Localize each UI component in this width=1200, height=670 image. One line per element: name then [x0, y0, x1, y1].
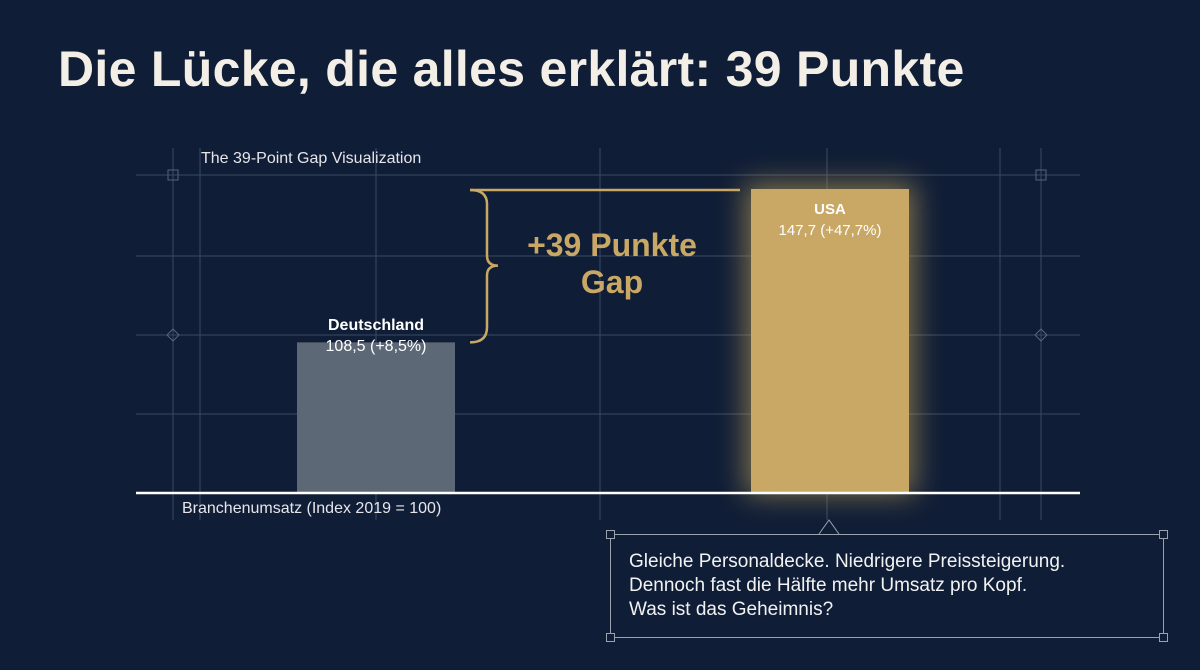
bar-category-label: Deutschland: [327, 317, 424, 334]
callout-corner: [606, 530, 615, 539]
grid-marker: [1035, 169, 1047, 181]
grid-marker: [167, 169, 179, 181]
bar-value-label: 108,5 (+8,5%): [325, 338, 427, 355]
bar-usa: [751, 189, 909, 493]
grid-marker: [1034, 328, 1048, 342]
gap-annotation: +39 Punkte Gap: [497, 227, 727, 301]
gap-bracket: [469, 188, 499, 344]
gap-annotation-word: Gap: [580, 264, 644, 300]
slide-title: Die Lücke, die alles erklärt: 39 Punkte: [58, 41, 965, 97]
x-axis-label: Branchenumsatz (Index 2019 = 100): [182, 500, 442, 517]
bar-category-label: USA: [814, 201, 846, 218]
gap-annotation-value: +39 Punkte: [527, 227, 697, 263]
callout-corner: [1159, 633, 1168, 642]
grid-lines: [136, 148, 1080, 520]
callout-line: Gleiche Personaldecke. Niedrigere Preiss…: [629, 551, 1066, 572]
bar-label-usa: USA 147,7 (+47,7%): [751, 199, 909, 241]
callout-box: Gleiche Personaldecke. Niedrigere Preiss…: [606, 530, 1168, 642]
bar-deutschland: [297, 342, 455, 493]
callout-corner: [1159, 530, 1168, 539]
callout-line: Was ist das Geheimnis?: [629, 599, 834, 620]
callout-pointer: [818, 519, 840, 535]
callout-line: Dennoch fast die Hälfte mehr Umsatz pro …: [629, 575, 1028, 596]
chart-title: The 39-Point Gap Visualization: [201, 150, 422, 167]
callout-corner: [606, 633, 615, 642]
bar-value-label: 147,7 (+47,7%): [778, 222, 882, 239]
bar-label-deutschland: Deutschland 108,5 (+8,5%): [297, 315, 455, 357]
grid-marker: [166, 328, 180, 342]
